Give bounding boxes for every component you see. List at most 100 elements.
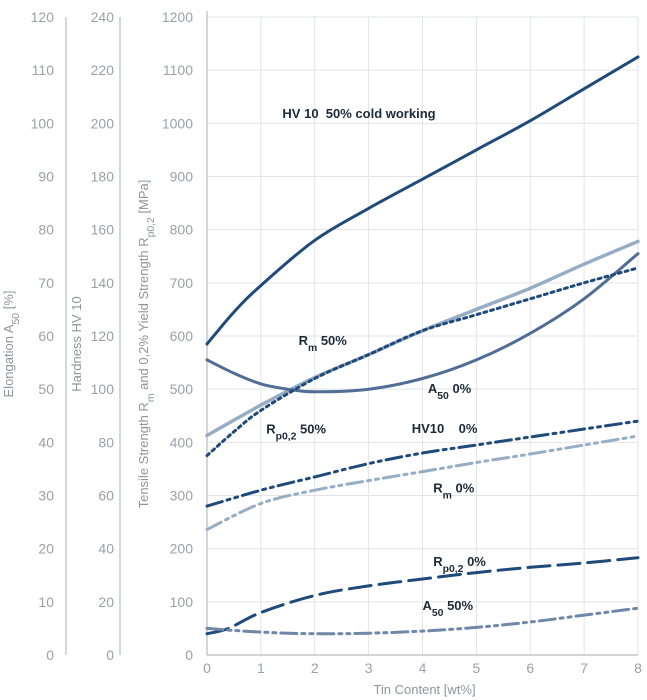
anno-sub: m [443, 490, 452, 501]
anno-text: 50% [443, 598, 473, 613]
annotation-label: A50 50% [423, 598, 474, 619]
y-tick-label-hardness: 60 [98, 488, 114, 504]
y-tick-label-hardness: 240 [91, 9, 115, 25]
x-tick-label: 3 [365, 660, 373, 676]
x-axis-title: Tin Content [wt%] [373, 682, 475, 697]
anno-text: 0% [452, 480, 475, 495]
anno-sub: p0,2 [276, 431, 297, 442]
anno-text: R [433, 480, 443, 495]
y-tick-label-strength: 1000 [162, 115, 193, 131]
y-axis-title-hardness: Hardness HV 10 [69, 296, 84, 391]
anno-sub: m [308, 343, 317, 354]
y-tick-label-hardness: 0 [106, 647, 114, 663]
series-rp0-2-0 [205, 556, 640, 636]
y-axis-title-elongation: Elongation A50 [%] [1, 291, 22, 398]
y-axis-title-strength: Tensile Strength Rm and 0,2% Yield Stren… [136, 180, 157, 509]
x-tick-label: 1 [257, 660, 265, 676]
x-tick-label: 2 [311, 660, 319, 676]
title-part: [%] [1, 291, 16, 313]
y-tick-label-hardness: 20 [98, 594, 114, 610]
series-hv10-0 [205, 419, 640, 508]
title-sub: m [146, 394, 157, 403]
y-tick-label-hardness: 40 [98, 541, 114, 557]
y-tick-label-elongation: 120 [31, 9, 55, 25]
anno-text: 0% [449, 381, 472, 396]
annotation-label: HV10 0% [412, 421, 478, 436]
series-a50-0 [205, 252, 640, 394]
anno-text: R [266, 421, 276, 436]
y-tick-label-strength: 900 [170, 169, 194, 185]
y-tick-label-strength: 1200 [162, 9, 193, 25]
series-rm-0 [205, 434, 640, 531]
annotation-label: Rp0,2 50% [266, 421, 326, 442]
anno-text: 50% [317, 333, 347, 348]
y-tick-label-hardness: 160 [91, 222, 115, 238]
x-tick-label: 5 [472, 660, 480, 676]
y-tick-label-strength: 300 [170, 488, 194, 504]
x-tick-label: 8 [634, 660, 642, 676]
y-tick-label-elongation: 70 [38, 275, 54, 291]
title-sub: p0,2 [146, 217, 157, 237]
anno-text: R [299, 333, 309, 348]
title-sub: 50 [11, 313, 22, 325]
y-tick-label-elongation: 80 [38, 222, 54, 238]
y-tick-label-hardness: 140 [91, 275, 115, 291]
x-tick-label: 4 [419, 660, 427, 676]
y-tick-label-elongation: 0 [46, 647, 54, 663]
x-tick-label: 7 [580, 660, 588, 676]
anno-text: R [433, 554, 443, 569]
y-tick-label-elongation: 40 [38, 434, 54, 450]
anno-sub: 50 [432, 607, 444, 618]
anno-text: 50% [296, 421, 326, 436]
anno-sub: 50 [437, 390, 449, 401]
y-tick-label-strength: 700 [170, 275, 194, 291]
y-tick-label-hardness: 80 [98, 434, 114, 450]
title-part: Elongation A [1, 324, 16, 397]
annotation-label: HV 10 50% cold working [282, 106, 435, 121]
y-tick-label-strength: 400 [170, 434, 194, 450]
title-part: [MPa] [136, 180, 151, 218]
y-tick-label-strength: 100 [170, 594, 194, 610]
y-tick-label-strength: 1100 [163, 62, 193, 78]
x-tick-label: 6 [526, 660, 534, 676]
y-tick-label-strength: 600 [170, 328, 194, 344]
y-tick-label-elongation: 20 [38, 541, 54, 557]
y-tick-label-hardness: 120 [91, 328, 115, 344]
y-tick-label-strength: 500 [170, 381, 194, 397]
axes: 0 1 2 3 4 5 6 7 80100200300400500600700800900100… [1, 9, 642, 697]
y-tick-label-elongation: 60 [38, 328, 54, 344]
y-tick-label-elongation: 10 [38, 594, 54, 610]
y-tick-label-strength: 800 [170, 222, 194, 238]
series-hv-10-50-cold-working [205, 55, 640, 346]
y-tick-label-hardness: 100 [91, 381, 115, 397]
anno-sub: p0,2 [443, 564, 464, 575]
y-tick-label-elongation: 30 [38, 488, 54, 504]
series-rp0-2-50 [205, 266, 640, 458]
anno-text: HV10 0% [412, 421, 478, 436]
y-tick-label-strength: 200 [170, 541, 194, 557]
y-tick-label-elongation: 100 [31, 115, 55, 131]
title-part: Tensile Strength R [136, 402, 151, 508]
anno-text: A [423, 598, 433, 613]
anno-text: HV 10 50% cold working [282, 106, 435, 121]
x-tick-label: 0 [203, 660, 211, 676]
series-layer [205, 55, 640, 636]
y-tick-label-hardness: 200 [91, 115, 115, 131]
title-part: Hardness HV 10 [69, 296, 84, 391]
annotation-label: Rm 50% [299, 333, 348, 354]
y-tick-label-elongation: 50 [38, 381, 54, 397]
annotation-label: A50 0% [428, 381, 472, 402]
y-tick-label-hardness: 220 [91, 62, 115, 78]
y-tick-label-elongation: 90 [38, 169, 54, 185]
y-tick-label-strength: 0 [185, 647, 193, 663]
annotation-label: Rm 0% [433, 480, 474, 501]
y-tick-label-hardness: 180 [91, 169, 115, 185]
anno-text: 0% [463, 554, 486, 569]
anno-text: A [428, 381, 438, 396]
title-part: and 0,2% Yield Strength R [136, 237, 151, 393]
series-a50-50 [205, 606, 640, 636]
annotation-label: Rp0,2 0% [433, 554, 486, 575]
y-tick-label-elongation: 110 [32, 62, 55, 78]
